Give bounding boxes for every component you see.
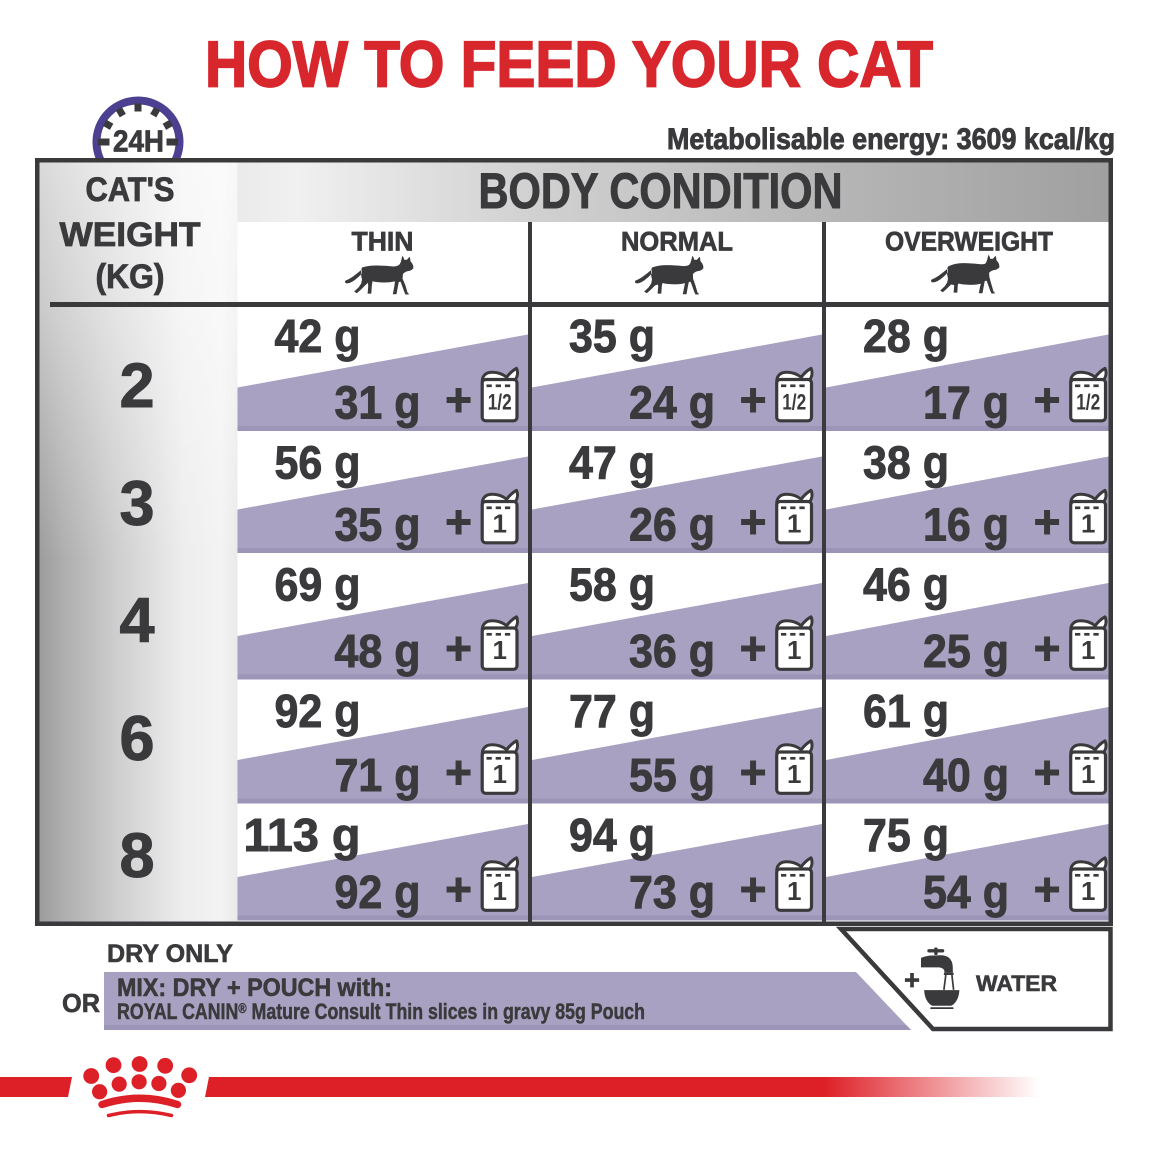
svg-text:BODY CONDITION: BODY CONDITION xyxy=(479,163,843,219)
svg-text:THIN: THIN xyxy=(352,226,414,256)
svg-text:NORMAL: NORMAL xyxy=(621,226,733,256)
svg-text:+: + xyxy=(445,374,472,426)
svg-text:28 g: 28 g xyxy=(863,310,949,362)
svg-text:8: 8 xyxy=(119,821,154,891)
svg-text:1/2: 1/2 xyxy=(782,390,806,415)
svg-text:94 g: 94 g xyxy=(569,809,655,861)
svg-text:OVERWEIGHT: OVERWEIGHT xyxy=(885,226,1053,256)
svg-text:+: + xyxy=(740,496,767,548)
svg-text:Metabolisable energy: 3609 kca: Metabolisable energy: 3609 kcal/kg xyxy=(667,123,1115,156)
svg-text:+: + xyxy=(740,746,767,798)
svg-text:92 g: 92 g xyxy=(275,685,361,737)
svg-text:1/2: 1/2 xyxy=(1076,390,1100,415)
svg-text:73 g: 73 g xyxy=(629,866,715,918)
svg-text:+: + xyxy=(445,863,472,915)
svg-text:71 g: 71 g xyxy=(335,749,421,801)
svg-text:6: 6 xyxy=(119,704,154,774)
svg-text:CAT'S: CAT'S xyxy=(86,171,175,209)
svg-text:55 g: 55 g xyxy=(629,749,715,801)
svg-text:56 g: 56 g xyxy=(275,437,361,489)
svg-text:+: + xyxy=(904,965,920,995)
svg-text:1: 1 xyxy=(492,509,506,539)
svg-text:+: + xyxy=(1034,622,1061,674)
svg-text:31 g: 31 g xyxy=(335,376,421,428)
svg-text:46 g: 46 g xyxy=(863,559,949,611)
svg-text:58 g: 58 g xyxy=(569,559,655,611)
svg-text:54 g: 54 g xyxy=(923,866,1009,918)
svg-text:+: + xyxy=(1034,496,1061,548)
svg-text:HOW TO FEED YOUR CAT: HOW TO FEED YOUR CAT xyxy=(205,28,933,101)
svg-text:+: + xyxy=(740,863,767,915)
svg-text:WEIGHT: WEIGHT xyxy=(60,216,201,254)
svg-text:WATER: WATER xyxy=(976,971,1057,996)
svg-text:75 g: 75 g xyxy=(863,809,949,861)
svg-text:1: 1 xyxy=(1081,759,1095,789)
svg-text:40 g: 40 g xyxy=(923,749,1009,801)
svg-text:16 g: 16 g xyxy=(923,498,1009,550)
svg-text:ROYAL CANIN® Mature Consult Th: ROYAL CANIN® Mature Consult Thin slices … xyxy=(117,999,645,1024)
svg-text:4: 4 xyxy=(119,586,154,656)
svg-text:17 g: 17 g xyxy=(923,376,1009,428)
svg-text:1: 1 xyxy=(787,635,801,665)
svg-text:1: 1 xyxy=(1081,635,1095,665)
svg-text:1: 1 xyxy=(787,759,801,789)
svg-text:36 g: 36 g xyxy=(629,625,715,677)
svg-text:1: 1 xyxy=(1081,876,1095,906)
svg-text:35 g: 35 g xyxy=(335,498,421,550)
svg-text:+: + xyxy=(445,746,472,798)
svg-text:+: + xyxy=(445,622,472,674)
svg-text:+: + xyxy=(1034,746,1061,798)
svg-text:(KG): (KG) xyxy=(96,258,165,296)
svg-text:1: 1 xyxy=(492,876,506,906)
svg-text:38 g: 38 g xyxy=(863,437,949,489)
svg-text:+: + xyxy=(1034,863,1061,915)
svg-text:25 g: 25 g xyxy=(923,625,1009,677)
svg-text:26 g: 26 g xyxy=(629,498,715,550)
svg-text:1: 1 xyxy=(787,876,801,906)
svg-text:1: 1 xyxy=(787,509,801,539)
svg-text:24H: 24H xyxy=(113,124,164,159)
svg-text:24 g: 24 g xyxy=(629,376,715,428)
svg-text:+: + xyxy=(445,496,472,548)
svg-text:77 g: 77 g xyxy=(569,685,655,737)
svg-text:+: + xyxy=(1034,374,1061,426)
svg-text:113 g: 113 g xyxy=(244,809,361,861)
svg-text:35 g: 35 g xyxy=(569,310,655,362)
svg-text:1: 1 xyxy=(492,759,506,789)
svg-text:47 g: 47 g xyxy=(569,437,655,489)
svg-text:61 g: 61 g xyxy=(863,685,949,737)
svg-text:1: 1 xyxy=(1081,509,1095,539)
svg-text:69 g: 69 g xyxy=(275,559,361,611)
svg-text:42 g: 42 g xyxy=(275,310,361,362)
svg-text:3: 3 xyxy=(119,469,154,539)
svg-text:+: + xyxy=(740,622,767,674)
svg-text:2: 2 xyxy=(119,351,154,421)
svg-text:48 g: 48 g xyxy=(335,625,421,677)
svg-text:DRY ONLY: DRY ONLY xyxy=(107,940,233,968)
svg-text:+: + xyxy=(740,374,767,426)
svg-text:1: 1 xyxy=(492,635,506,665)
svg-text:OR: OR xyxy=(62,988,100,1018)
svg-text:MIX: DRY + POUCH with:: MIX: DRY + POUCH with: xyxy=(117,974,392,1002)
svg-text:1/2: 1/2 xyxy=(488,390,512,415)
svg-text:92 g: 92 g xyxy=(335,866,421,918)
